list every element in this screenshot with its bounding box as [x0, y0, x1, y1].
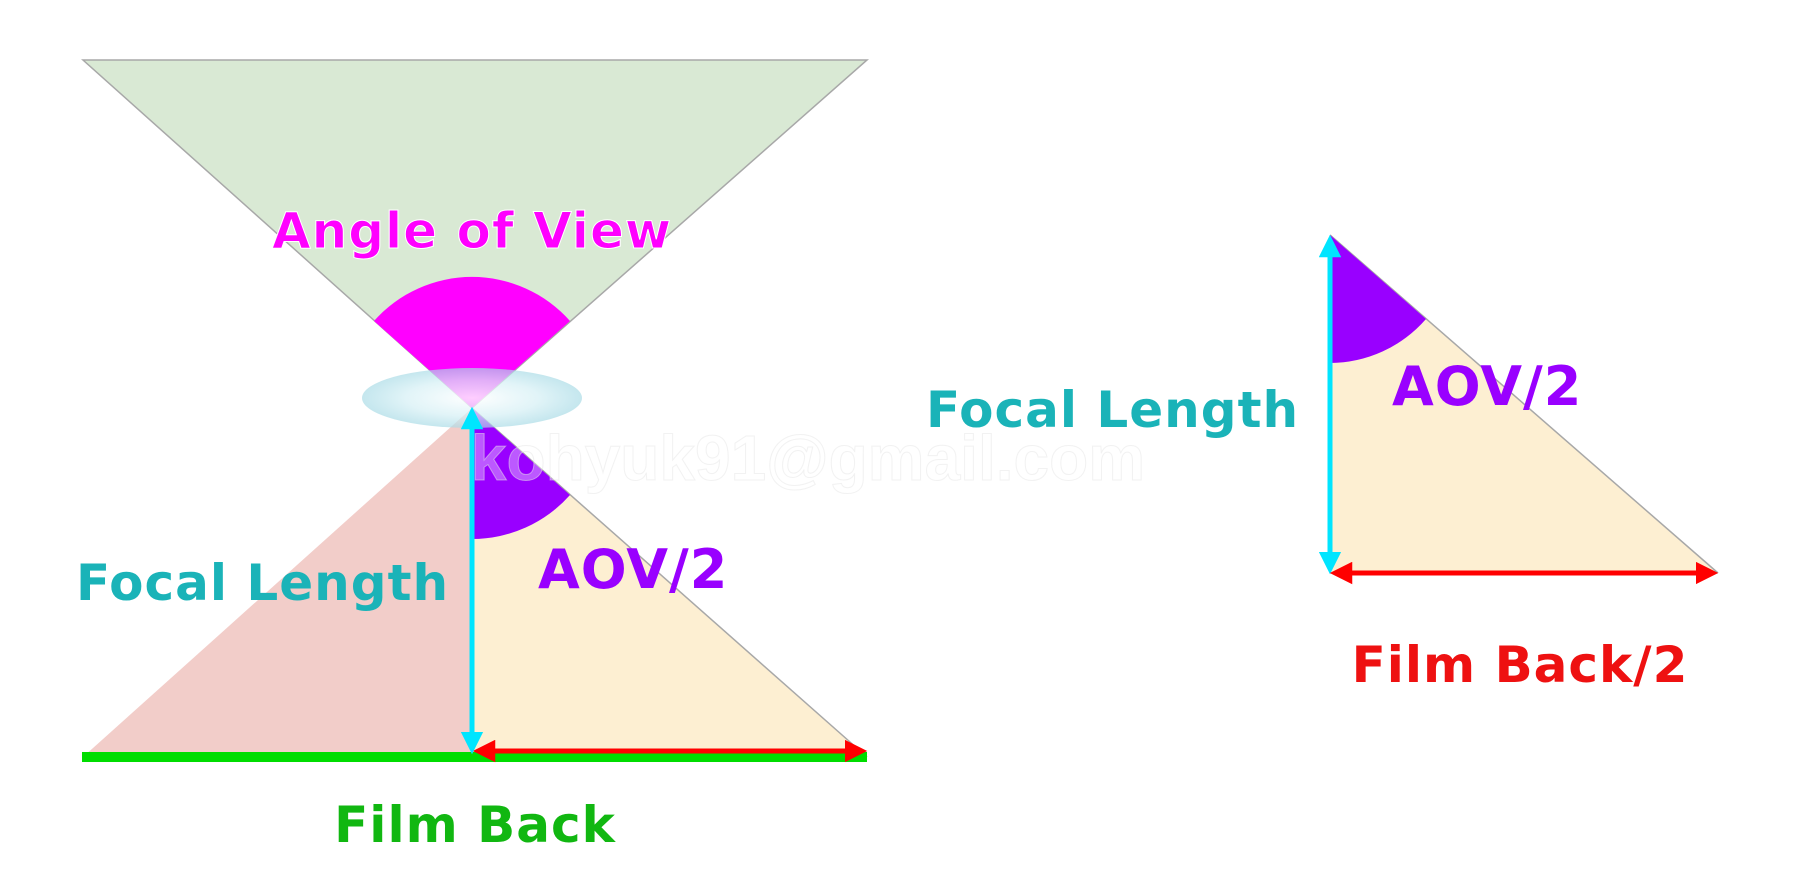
film-cone-left-half: [83, 408, 472, 757]
triangle-hypotenuse-right: [1329, 234, 1719, 574]
aov-half-wedge-right: [1330, 235, 1426, 363]
triangle-hypotenuse-left: [471, 407, 868, 758]
lens-ellipse: [362, 368, 582, 428]
film-back-label: Film Back: [334, 796, 616, 854]
angle-of-view-label: Angle of View: [272, 202, 672, 260]
scene-view-cone: [81, 59, 869, 410]
focal-length-label-right: Focal Length: [926, 381, 1299, 439]
angle-of-view-wedge: [374, 276, 570, 408]
film-back-half-label: Film Back/2: [1352, 636, 1689, 694]
aov-half-label-right: AOV/2: [1392, 355, 1582, 418]
focal-length-label-left: Focal Length: [76, 554, 449, 612]
watermark-text: kohyuk91@gmail.com: [471, 422, 1145, 494]
aov-half-wedge-left: [472, 408, 570, 540]
aov-half-label-left: AOV/2: [538, 538, 728, 601]
